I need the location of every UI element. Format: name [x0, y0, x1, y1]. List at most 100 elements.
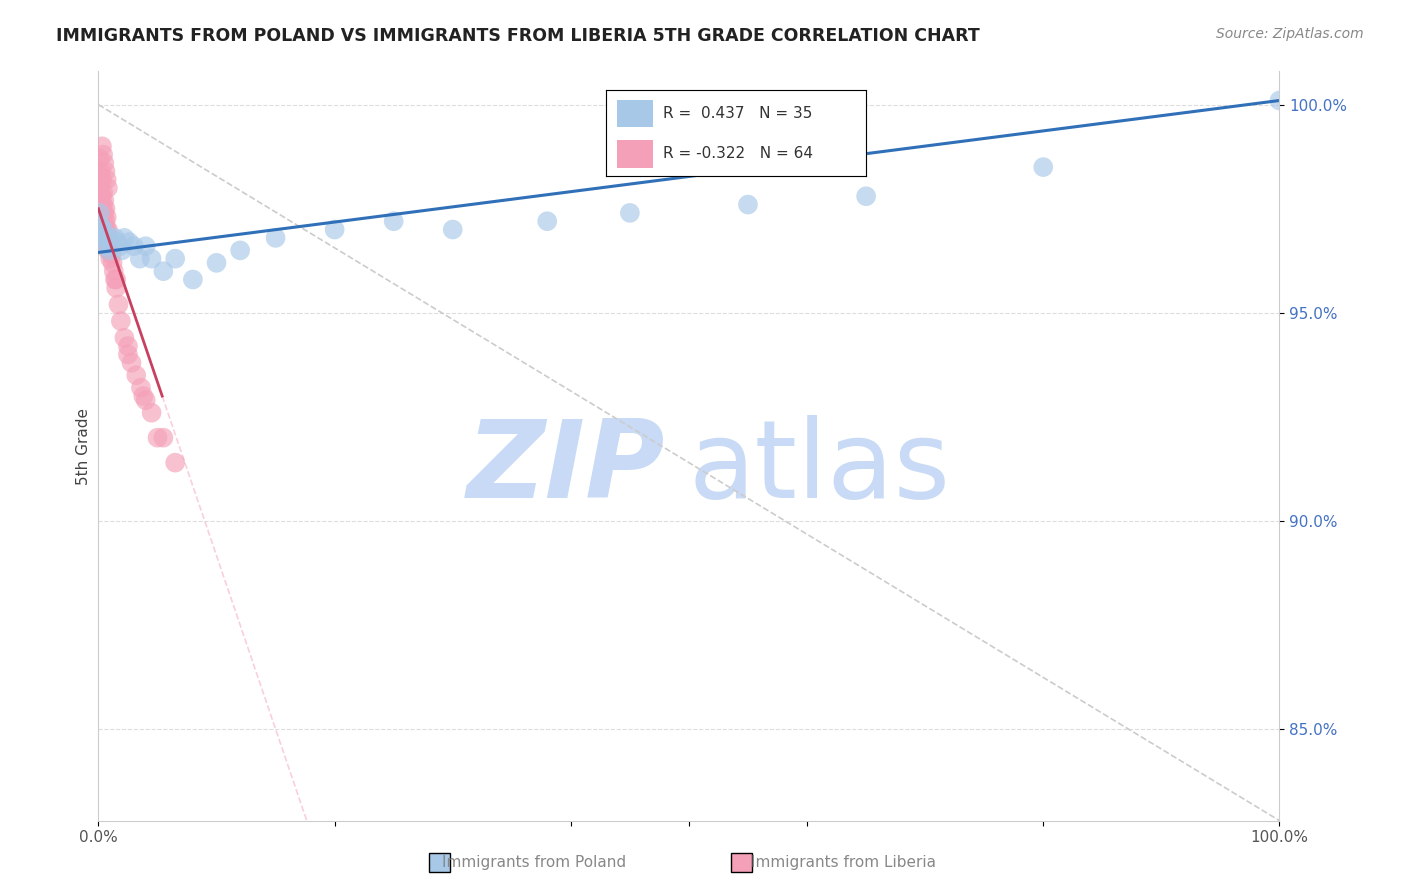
Text: Immigrants from Poland: Immigrants from Poland — [443, 855, 626, 870]
Point — [91, 219, 114, 233]
Text: Immigrants from Liberia: Immigrants from Liberia — [751, 855, 936, 870]
Point — [91, 222, 114, 236]
Point — [108, 239, 131, 253]
Point — [122, 239, 145, 253]
Point — [91, 210, 114, 224]
Point — [152, 431, 174, 445]
Point — [101, 256, 124, 270]
Y-axis label: 5th Grade: 5th Grade — [76, 408, 91, 484]
Point — [1268, 94, 1291, 108]
Point — [93, 156, 115, 170]
Point — [105, 235, 128, 249]
Point — [181, 272, 204, 286]
Point — [165, 252, 187, 266]
Point — [98, 252, 121, 266]
Point — [98, 231, 121, 245]
Point — [125, 368, 148, 383]
Point — [855, 189, 877, 203]
Point — [93, 194, 115, 208]
Point — [94, 214, 117, 228]
Point — [619, 206, 641, 220]
Point — [264, 231, 287, 245]
Point — [91, 222, 114, 236]
Point — [93, 219, 115, 233]
Point — [110, 314, 132, 328]
Point — [90, 177, 112, 191]
Point — [98, 244, 121, 258]
Point — [141, 252, 163, 266]
Point — [441, 222, 464, 236]
Text: IMMIGRANTS FROM POLAND VS IMMIGRANTS FROM LIBERIA 5TH GRADE CORRELATION CHART: IMMIGRANTS FROM POLAND VS IMMIGRANTS FRO… — [56, 27, 980, 45]
Point — [1032, 160, 1054, 174]
Point — [94, 222, 117, 236]
Point — [91, 172, 114, 186]
Point — [105, 272, 128, 286]
Point — [96, 222, 118, 236]
Point — [118, 235, 141, 249]
Point — [111, 244, 134, 258]
Point — [107, 297, 129, 311]
Point — [117, 347, 139, 361]
Point — [91, 139, 114, 153]
Point — [97, 244, 120, 258]
Point — [536, 214, 558, 228]
Point — [104, 272, 127, 286]
Point — [90, 219, 112, 233]
Point — [135, 239, 157, 253]
Point — [89, 181, 111, 195]
Point — [89, 169, 111, 183]
Point — [96, 239, 118, 253]
Point — [96, 172, 118, 186]
Point — [129, 381, 152, 395]
Point — [91, 197, 114, 211]
Point — [121, 356, 143, 370]
Point — [101, 239, 124, 253]
Text: ZIP: ZIP — [467, 416, 665, 522]
Text: Source: ZipAtlas.com: Source: ZipAtlas.com — [1216, 27, 1364, 41]
Point — [132, 389, 155, 403]
Point — [323, 222, 346, 236]
Point — [93, 206, 115, 220]
Point — [98, 244, 121, 258]
Point — [97, 222, 120, 236]
Point — [165, 456, 187, 470]
Point — [90, 164, 112, 178]
Text: atlas: atlas — [689, 416, 950, 522]
Point — [97, 181, 120, 195]
Point — [112, 231, 135, 245]
Point — [94, 202, 117, 216]
Point — [93, 231, 115, 245]
Point — [91, 147, 114, 161]
Point — [135, 393, 157, 408]
Point — [141, 406, 163, 420]
Point — [89, 202, 111, 216]
Point — [105, 281, 128, 295]
Point — [91, 189, 114, 203]
Point — [103, 264, 125, 278]
Point — [94, 164, 117, 178]
Point — [152, 264, 174, 278]
Point — [128, 252, 150, 266]
Point — [382, 214, 405, 228]
Point — [98, 239, 121, 253]
Point — [91, 210, 114, 224]
Point — [104, 231, 127, 245]
Point — [737, 197, 759, 211]
Point — [117, 339, 139, 353]
Point — [89, 206, 111, 220]
Point — [91, 185, 114, 199]
Point — [90, 197, 112, 211]
Point — [112, 331, 135, 345]
Point — [98, 231, 121, 245]
Point — [90, 210, 112, 224]
Point — [97, 235, 120, 249]
Point — [96, 235, 118, 249]
Point — [205, 256, 228, 270]
Point — [96, 210, 118, 224]
Point — [93, 227, 115, 241]
Point — [100, 247, 122, 261]
Point — [146, 431, 169, 445]
Point — [229, 244, 252, 258]
Point — [97, 235, 120, 249]
Point — [89, 194, 111, 208]
